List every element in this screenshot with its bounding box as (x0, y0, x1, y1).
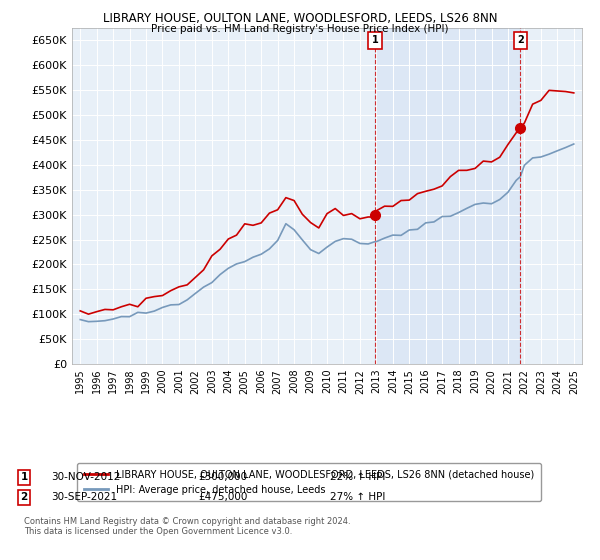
Text: 30-SEP-2021: 30-SEP-2021 (51, 492, 117, 502)
Text: 2: 2 (20, 492, 28, 502)
Text: 22% ↑ HPI: 22% ↑ HPI (330, 472, 385, 482)
Bar (375, 28, 520, 364)
Text: £300,000: £300,000 (198, 472, 247, 482)
Text: 1: 1 (371, 35, 379, 45)
Text: LIBRARY HOUSE, OULTON LANE, WOODLESFORD, LEEDS, LS26 8NN: LIBRARY HOUSE, OULTON LANE, WOODLESFORD,… (103, 12, 497, 25)
Text: £475,000: £475,000 (198, 492, 247, 502)
Text: 30-NOV-2012: 30-NOV-2012 (51, 472, 121, 482)
Text: Contains HM Land Registry data © Crown copyright and database right 2024.: Contains HM Land Registry data © Crown c… (24, 517, 350, 526)
Text: 27% ↑ HPI: 27% ↑ HPI (330, 492, 385, 502)
Text: Price paid vs. HM Land Registry's House Price Index (HPI): Price paid vs. HM Land Registry's House … (151, 24, 449, 34)
Text: This data is licensed under the Open Government Licence v3.0.: This data is licensed under the Open Gov… (24, 528, 292, 536)
Text: 1: 1 (20, 472, 28, 482)
Legend: LIBRARY HOUSE, OULTON LANE, WOODLESFORD, LEEDS, LS26 8NN (detached house), HPI: : LIBRARY HOUSE, OULTON LANE, WOODLESFORD,… (77, 463, 541, 501)
Text: 2: 2 (517, 35, 524, 45)
